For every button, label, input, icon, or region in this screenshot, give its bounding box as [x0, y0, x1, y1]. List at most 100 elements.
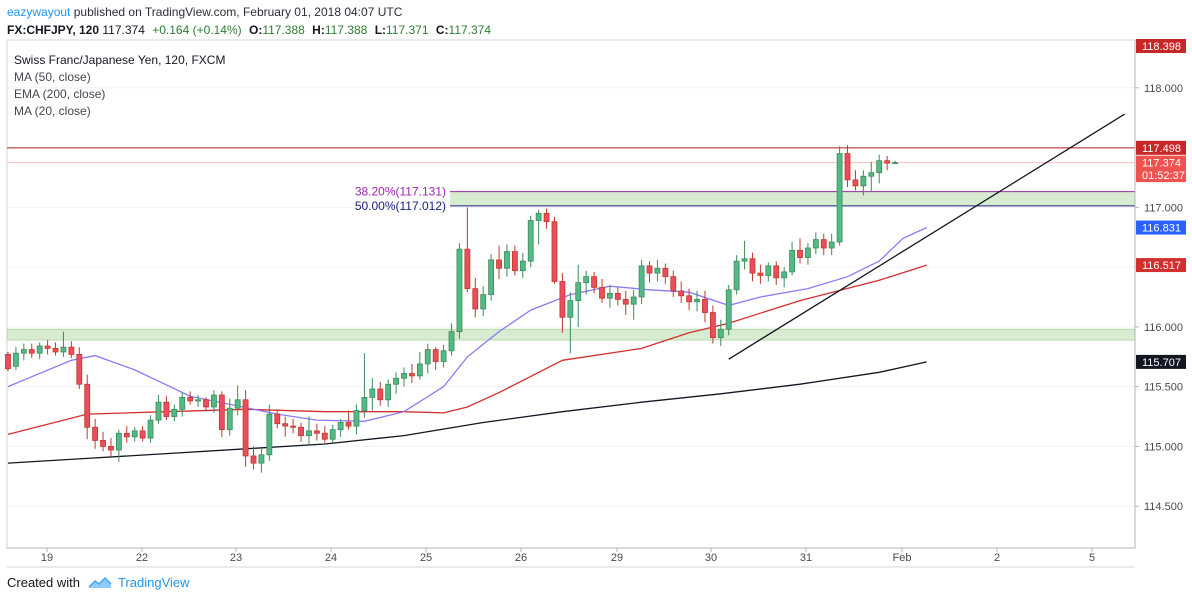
candle-body[interactable]	[226, 407, 233, 431]
candle-body[interactable]	[448, 331, 455, 352]
candle-body[interactable]	[52, 347, 59, 353]
candle-body[interactable]	[670, 276, 677, 292]
candle-body[interactable]	[337, 422, 344, 431]
candle-body[interactable]	[13, 352, 19, 367]
candle-body[interactable]	[218, 394, 225, 431]
candle-body[interactable]	[789, 249, 795, 273]
candle-body[interactable]	[717, 328, 724, 339]
candle-body[interactable]	[836, 153, 843, 243]
candle-body[interactable]	[36, 345, 43, 354]
fib-zone[interactable]	[450, 191, 1135, 206]
candle-body[interactable]	[266, 413, 273, 456]
candle-body[interactable]	[725, 289, 732, 330]
candle-body[interactable]	[844, 153, 851, 181]
candle-body[interactable]	[361, 396, 368, 411]
candle-body[interactable]	[567, 300, 574, 318]
candle-body[interactable]	[702, 298, 708, 313]
candle-body[interactable]	[155, 401, 162, 421]
candle-body[interactable]	[298, 426, 304, 437]
candle-body[interactable]	[519, 260, 526, 272]
candle-body[interactable]	[527, 220, 534, 262]
candle-body[interactable]	[131, 430, 138, 438]
candle-body[interactable]	[440, 350, 447, 362]
candle-body[interactable]	[211, 394, 217, 408]
candle-body[interactable]	[115, 432, 122, 451]
candle-body[interactable]	[472, 288, 479, 310]
candle-body[interactable]	[781, 271, 788, 279]
candle-body[interactable]	[401, 373, 407, 379]
candle-body[interactable]	[60, 346, 67, 353]
candle-body[interactable]	[543, 212, 550, 223]
candle-body[interactable]	[68, 346, 75, 355]
candle-body[interactable]	[282, 423, 289, 427]
candle-body[interactable]	[892, 162, 898, 165]
candle-body[interactable]	[694, 298, 700, 303]
candle-body[interactable]	[678, 290, 685, 297]
candle-body[interactable]	[409, 373, 415, 377]
candle-body[interactable]	[583, 276, 590, 284]
support-zone[interactable]	[6, 328, 1136, 341]
candle-body[interactable]	[139, 430, 146, 439]
candle-body[interactable]	[773, 265, 780, 279]
candle-body[interactable]	[171, 408, 178, 417]
candle-body[interactable]	[250, 455, 257, 464]
candle-body[interactable]	[884, 160, 891, 164]
candle-body[interactable]	[828, 241, 835, 249]
candle-body[interactable]	[432, 349, 439, 362]
candle-body[interactable]	[614, 293, 621, 300]
candle-body[interactable]	[511, 251, 518, 272]
publisher-name[interactable]: eazywayout	[7, 5, 71, 19]
candle-body[interactable]	[5, 353, 11, 370]
candle-body[interactable]	[187, 396, 194, 402]
candle-body[interactable]	[535, 212, 542, 221]
candle-body[interactable]	[329, 429, 336, 440]
candle-body[interactable]	[599, 287, 605, 299]
candle-body[interactable]	[123, 432, 130, 438]
candle-body[interactable]	[496, 259, 502, 269]
candle-body[interactable]	[321, 432, 328, 440]
candle-body[interactable]	[234, 399, 241, 409]
candle-body[interactable]	[416, 363, 423, 377]
candle-body[interactable]	[622, 298, 629, 305]
candle-body[interactable]	[797, 249, 803, 258]
candle-body[interactable]	[686, 295, 693, 303]
candle-body[interactable]	[313, 430, 320, 434]
candle-body[interactable]	[868, 172, 875, 177]
candle-body[interactable]	[646, 265, 653, 274]
candle-body[interactable]	[147, 419, 154, 439]
candle-body[interactable]	[76, 353, 83, 385]
candle-body[interactable]	[242, 399, 249, 457]
candle-body[interactable]	[84, 383, 91, 428]
candle-body[interactable]	[551, 221, 558, 282]
candle-body[interactable]	[369, 388, 376, 398]
candle-body[interactable]	[424, 349, 431, 365]
candle-body[interactable]	[345, 422, 352, 427]
candle-body[interactable]	[480, 294, 487, 310]
candle-body[interactable]	[876, 160, 883, 174]
candle-body[interactable]	[757, 272, 764, 276]
candle-body[interactable]	[488, 259, 495, 295]
candle-body[interactable]	[290, 425, 297, 428]
candle-body[interactable]	[108, 445, 114, 451]
candle-body[interactable]	[195, 399, 201, 402]
candle-body[interactable]	[20, 349, 27, 354]
candle-body[interactable]	[179, 396, 186, 410]
candle-body[interactable]	[805, 247, 811, 258]
candle-body[interactable]	[385, 383, 392, 401]
candle-body[interactable]	[749, 258, 756, 274]
candle-body[interactable]	[274, 413, 281, 425]
candle-body[interactable]	[852, 179, 859, 187]
candle-body[interactable]	[812, 239, 819, 249]
candle-body[interactable]	[504, 251, 510, 269]
candle-body[interactable]	[591, 276, 597, 288]
candle-body[interactable]	[393, 377, 399, 385]
candle-body[interactable]	[92, 426, 99, 441]
candle-body[interactable]	[377, 388, 384, 401]
candle-body[interactable]	[44, 345, 51, 349]
tradingview-link[interactable]: TradingView	[117, 575, 190, 590]
candle-body[interactable]	[607, 293, 613, 299]
candle-body[interactable]	[306, 430, 312, 437]
candle-body[interactable]	[559, 281, 566, 318]
candle-body[interactable]	[820, 239, 827, 249]
